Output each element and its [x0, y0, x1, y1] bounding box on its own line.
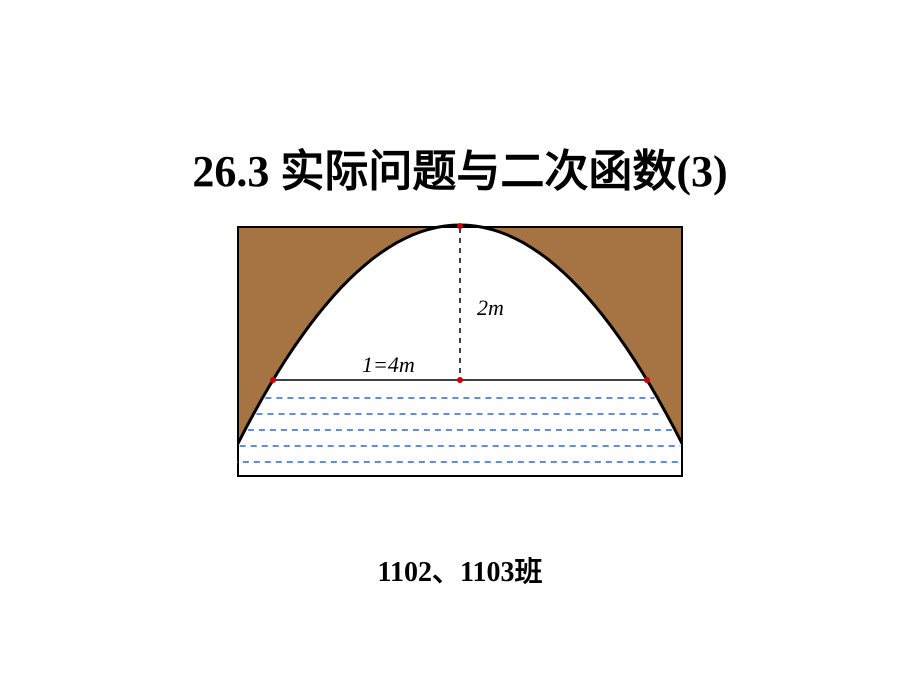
center-dot [457, 377, 463, 383]
right-dot [644, 377, 650, 383]
class-info: 1102、1103班 [0, 550, 920, 590]
arch-svg: 2m 1=4m [237, 220, 683, 477]
left-dot [270, 377, 276, 383]
height-label: 2m [477, 295, 504, 320]
width-label: 1=4m [362, 352, 415, 377]
page-title: 26.3 实际问题与二次函数(3) [0, 135, 920, 199]
parabola-diagram: 2m 1=4m [237, 220, 683, 477]
apex-dot [457, 223, 463, 229]
